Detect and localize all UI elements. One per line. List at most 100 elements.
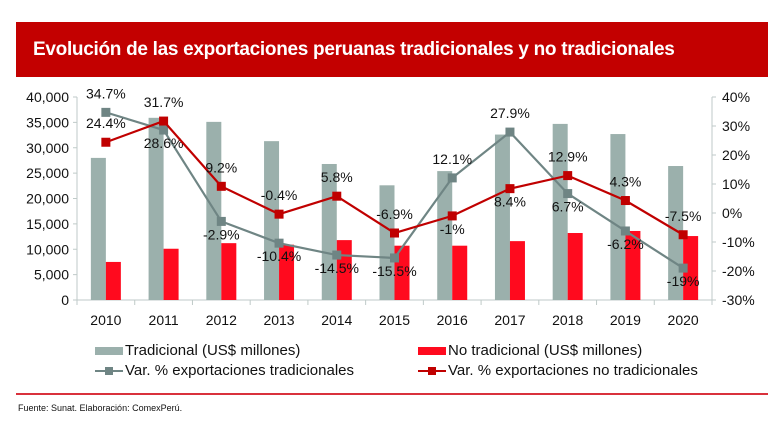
legend-label: No tradicional (US$ millones) <box>448 342 643 359</box>
line-marker <box>505 127 515 137</box>
chart-title: Evolución de las exportaciones peruanas … <box>16 22 768 77</box>
data-label: 31.7% <box>144 94 184 110</box>
data-label: 9.2% <box>205 159 237 175</box>
right-tick-label: 10% <box>722 176 750 192</box>
bar-tradicional <box>264 141 280 300</box>
left-tick-label: 35,000 <box>26 114 69 130</box>
bar-no-tradicional <box>105 261 121 300</box>
legend-label: Var. % exportaciones no tradicionales <box>448 362 698 379</box>
bar-tradicional <box>552 123 568 301</box>
x-tick-label: 2020 <box>668 312 699 328</box>
data-label: 27.9% <box>490 105 530 121</box>
x-tick-label: 2014 <box>321 312 352 328</box>
x-tick-label: 2011 <box>149 312 179 328</box>
data-label: -6.9% <box>376 206 413 222</box>
bar-no-tradicional <box>683 236 699 300</box>
bar-tradicional <box>379 185 395 300</box>
x-tick-label: 2015 <box>379 312 410 328</box>
x-tick-label: 2013 <box>263 312 294 328</box>
bar-no-tradicional <box>509 241 525 300</box>
data-label: 12.1% <box>432 151 472 167</box>
bar-tradicional <box>148 117 164 301</box>
line-marker <box>563 189 573 199</box>
x-tick-label: 2017 <box>494 312 525 328</box>
bar-no-tradicional <box>163 248 179 300</box>
line-marker <box>159 116 169 126</box>
line-marker <box>563 171 573 181</box>
right-tick-label: 20% <box>722 147 750 163</box>
legend-label: Var. % exportaciones tradicionales <box>125 362 355 379</box>
line-marker <box>678 230 688 240</box>
line-marker <box>274 209 284 219</box>
legend-swatch-red-line <box>418 365 446 377</box>
line-marker <box>505 184 515 194</box>
legend-swatch-gray-line <box>95 365 123 377</box>
left-tick-label: 5,000 <box>34 267 69 283</box>
legend-item-no-tradicional: No tradicional (US$ millones) <box>418 342 642 359</box>
legend-item-var-tradicional: Var. % exportaciones tradicionales <box>95 362 354 379</box>
legend-label: Tradicional (US$ millones) <box>125 342 301 359</box>
left-tick-label: 10,000 <box>26 241 69 257</box>
x-tick-label: 2018 <box>552 312 583 328</box>
right-tick-label: 0% <box>722 205 742 221</box>
line-marker <box>678 263 688 273</box>
line-marker <box>216 181 226 191</box>
bar-no-tradicional <box>279 244 295 300</box>
line-marker <box>620 196 630 206</box>
line-marker <box>101 107 111 117</box>
source-note: Fuente: Sunat. Elaboración: ComexPerú. <box>18 403 183 413</box>
data-label: -1% <box>440 221 465 237</box>
line-marker <box>390 253 399 263</box>
bar-no-tradicional <box>567 233 583 300</box>
x-tick-label: 2012 <box>206 312 237 328</box>
legend-swatch-gray-bar <box>95 346 123 355</box>
left-tick-label: 30,000 <box>26 140 69 156</box>
data-label: 4.3% <box>609 174 641 190</box>
data-label: -14.5% <box>315 260 359 276</box>
line-marker <box>447 173 457 183</box>
data-label: 28.6% <box>144 135 184 151</box>
data-label: 8.4% <box>494 194 526 210</box>
line-marker <box>274 238 284 248</box>
right-tick-label: 30% <box>722 118 750 134</box>
bar-tradicional <box>90 157 106 300</box>
data-label: 5.8% <box>321 169 353 185</box>
data-label: -0.4% <box>261 187 298 203</box>
data-label: -6.2% <box>607 236 644 252</box>
data-label: -15.5% <box>372 263 416 279</box>
line-marker <box>390 228 399 238</box>
bar-tradicional <box>437 171 453 300</box>
x-tick-label: 2019 <box>610 312 641 328</box>
data-label: 12.9% <box>548 149 588 165</box>
x-tick-label: 2016 <box>437 312 468 328</box>
left-tick-label: 25,000 <box>26 165 69 181</box>
bar-tradicional <box>610 134 626 300</box>
bar-tradicional <box>494 134 510 300</box>
right-tick-label: -30% <box>722 292 755 308</box>
right-tick-label: 40% <box>722 89 750 105</box>
left-tick-label: 0 <box>61 292 69 308</box>
line-marker <box>101 137 111 147</box>
data-label: -19% <box>667 273 700 289</box>
x-tick-label: 2010 <box>90 312 121 328</box>
left-tick-label: 20,000 <box>26 191 69 207</box>
left-tick-label: 15,000 <box>26 216 69 232</box>
legend-swatch-red-bar <box>418 346 446 355</box>
line-marker <box>332 250 342 260</box>
line-marker <box>159 125 169 135</box>
right-tick-label: -10% <box>722 234 755 250</box>
line-marker <box>447 211 457 221</box>
data-label: 34.7% <box>86 85 126 101</box>
bar-no-tradicional <box>452 245 468 300</box>
line-marker <box>216 216 226 226</box>
data-label: 24.4% <box>86 115 126 131</box>
right-tick-label: -20% <box>722 263 755 279</box>
bar-no-tradicional <box>625 230 641 300</box>
data-label: 6.7% <box>552 199 584 215</box>
left-tick-label: 40,000 <box>26 89 69 105</box>
line-marker <box>620 226 630 236</box>
legend-item-var-no-tradicional: Var. % exportaciones no tradicionales <box>418 362 698 379</box>
legend-item-tradicional: Tradicional (US$ millones) <box>95 342 300 359</box>
data-label: -10.4% <box>257 248 301 264</box>
